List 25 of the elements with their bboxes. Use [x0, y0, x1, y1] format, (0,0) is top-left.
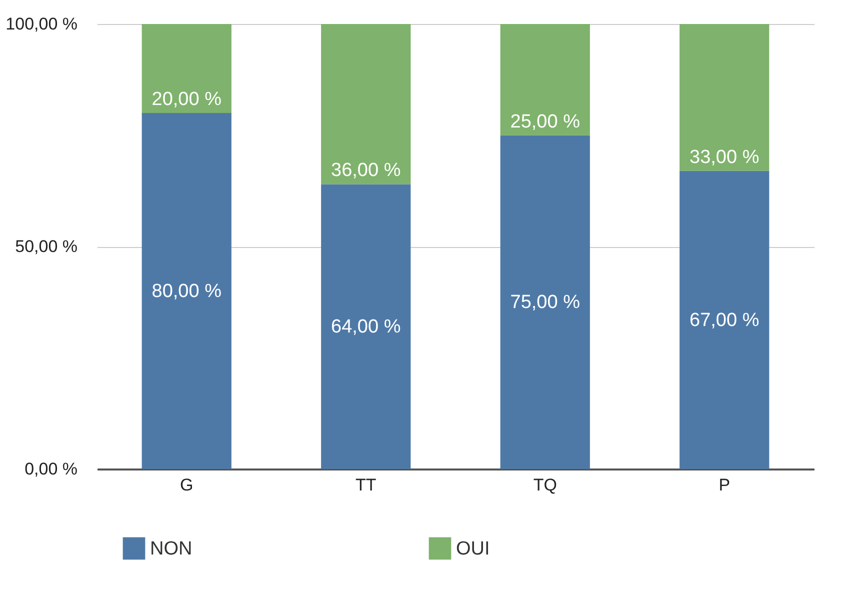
bar	[321, 24, 411, 184]
bar	[680, 24, 770, 171]
bar	[500, 135, 590, 469]
data-label: 33,00 %	[690, 146, 760, 168]
legend-label: OUI	[456, 538, 490, 560]
bar	[142, 113, 232, 469]
legend-label: NON	[150, 538, 192, 560]
y-tick-label: 0,00 %	[24, 460, 78, 478]
data-label: 64,00 %	[331, 316, 401, 338]
bar	[142, 24, 232, 113]
x-tick-label: TT	[355, 476, 376, 494]
data-label: 80,00 %	[152, 281, 222, 302]
data-label: 67,00 %	[690, 310, 760, 331]
data-label: 75,00 %	[510, 292, 580, 314]
x-tick-label: TQ	[533, 476, 557, 494]
bar	[680, 170, 770, 469]
data-label: 25,00 %	[510, 111, 580, 132]
bar	[321, 184, 411, 469]
y-tick-label: 100,00 %	[6, 14, 78, 34]
bar	[500, 24, 590, 136]
x-tick-label: P	[718, 476, 730, 494]
x-tick-label: G	[180, 476, 194, 494]
y-tick-label: 50,00 %	[15, 237, 78, 256]
data-label: 36,00 %	[331, 160, 401, 182]
data-label: 20,00 %	[152, 89, 222, 110]
